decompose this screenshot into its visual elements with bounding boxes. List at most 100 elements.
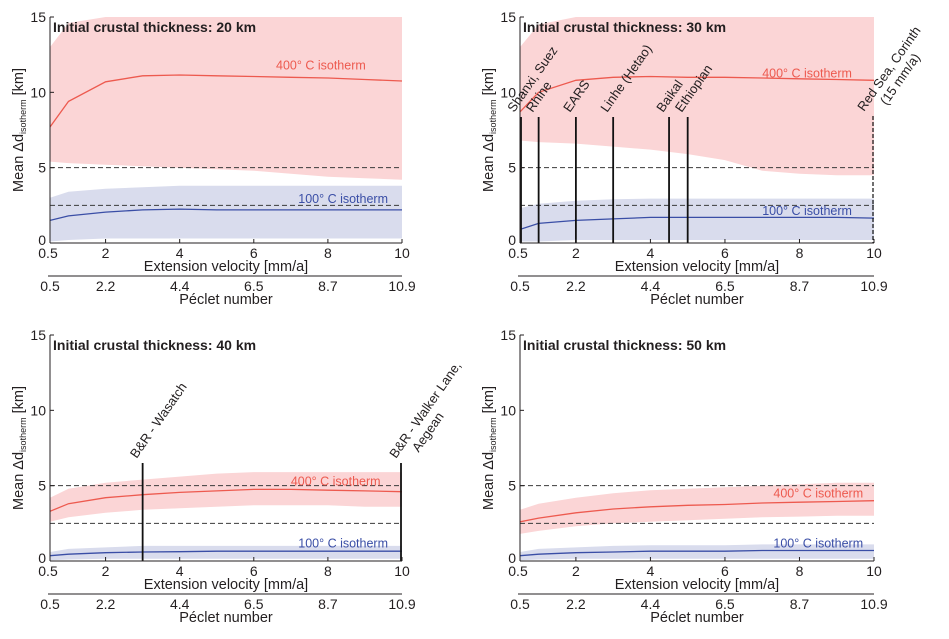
x-axis-label: Extension velocity [mm/a] — [144, 259, 308, 275]
y-axis-label-subscript: isotherm — [488, 99, 498, 134]
peclet-tick-label: 0.5 — [40, 278, 60, 294]
uncertainty-band-400c — [520, 482, 874, 534]
series-label-100c: 100° C isotherm — [762, 204, 852, 218]
peclet-tick-label: 2.2 — [96, 278, 116, 294]
x-tick-label: 6 — [721, 563, 729, 579]
panel-crust-20km: 0 5 10 15 0.5 2 4 6 8 10 Extension velocity [mm/a]… — [11, 9, 416, 308]
panel-crust-40km: 0 5 10 15 0.5 2 4 6 8 10 Extension velocity [mm/a]… — [11, 327, 476, 626]
x-tick-label: 10 — [394, 563, 410, 579]
peclet-tick-label: 0.5 — [510, 596, 530, 612]
peclet-axis-label: Péclet number — [650, 292, 744, 308]
y-tick-label: 15 — [500, 9, 516, 25]
peclet-tick-label: 6.5 — [244, 596, 264, 612]
panel-title: Initial crustal thickness: 40 km — [53, 337, 256, 353]
series-line-100c — [520, 549, 874, 557]
series-line-400c — [50, 74, 402, 128]
panel-title: Initial crustal thickness: 50 km — [523, 337, 726, 353]
annotation-label: B&R - Walker Lane,Aegean — [386, 358, 476, 469]
y-tick-label: 15 — [30, 327, 46, 343]
series-label-400c: 400° C isotherm — [762, 66, 852, 80]
series-label-400c: 400° C isotherm — [291, 475, 381, 489]
y-axis-label-main: Mean Δd — [11, 452, 27, 510]
x-tick-label: 4 — [647, 563, 655, 579]
peclet-tick-label: 10.9 — [388, 596, 415, 612]
x-tick-label: 6 — [250, 563, 258, 579]
x-tick-label: 4 — [647, 245, 655, 261]
y-tick-label: 15 — [500, 327, 516, 343]
x-tick-label: 2 — [102, 563, 110, 579]
y-axis-label-subscript: isotherm — [488, 417, 498, 452]
peclet-tick-label: 4.4 — [641, 596, 661, 612]
peclet-axis-label: Péclet number — [179, 292, 273, 308]
peclet-tick-label: 2.2 — [566, 596, 586, 612]
peclet-tick-label: 4.4 — [170, 596, 190, 612]
uncertainty-band-400c — [520, 17, 874, 176]
x-axis-label: Extension velocity [mm/a] — [615, 259, 779, 275]
x-tick-label: 10 — [394, 245, 410, 261]
x-tick-label: 6 — [721, 245, 729, 261]
y-tick-label: 0 — [38, 232, 46, 248]
x-axis-label: Extension velocity [mm/a] — [144, 577, 308, 593]
series-line-400c — [50, 488, 402, 512]
peclet-tick-label: 4.4 — [170, 278, 190, 294]
x-axis-label: Extension velocity [mm/a] — [615, 577, 779, 593]
panel-title: Initial crustal thickness: 20 km — [53, 19, 256, 35]
x-tick-label: 2 — [572, 563, 580, 579]
y-axis-label-unit: [km] — [11, 386, 27, 417]
annotation-label: B&R - Wasatch — [127, 380, 190, 461]
plot-area — [520, 482, 874, 561]
x-tick-label: 8 — [796, 563, 804, 579]
peclet-tick-label: 0.5 — [510, 278, 530, 294]
x-tick-label: 6 — [250, 245, 258, 261]
y-tick-label: 10 — [500, 402, 516, 418]
peclet-tick-label: 8.7 — [318, 278, 338, 294]
peclet-tick-label: 8.7 — [318, 596, 338, 612]
y-axis-label-unit: [km] — [11, 68, 27, 99]
uncertainty-band-400c — [50, 472, 402, 522]
y-axis-label: Mean Δdisotherm [km] — [481, 386, 498, 510]
x-tick-label: 8 — [324, 245, 332, 261]
y-tick-label: 0 — [38, 550, 46, 566]
annotation-label-line-1: B&R - Wasatch — [127, 380, 190, 461]
peclet-tick-label: 10.9 — [860, 278, 887, 294]
y-tick-label: 5 — [508, 160, 516, 176]
peclet-axis-label: Péclet number — [650, 610, 744, 626]
series-label-100c: 100° C isotherm — [298, 536, 388, 550]
x-tick-label: 0.5 — [508, 563, 528, 579]
y-axis-label-unit: [km] — [481, 68, 497, 99]
y-axis-label: Mean Δdisotherm [km] — [11, 68, 28, 192]
peclet-tick-label: 8.7 — [790, 278, 810, 294]
uncertainty-band-100c — [50, 545, 402, 561]
panel-title: Initial crustal thickness: 30 km — [523, 19, 726, 35]
y-tick-label: 5 — [38, 160, 46, 176]
series-label-100c: 100° C isotherm — [298, 192, 388, 206]
series-line-400c — [520, 500, 874, 523]
y-tick-label: 10 — [30, 402, 46, 418]
y-axis-label: Mean Δdisotherm [km] — [11, 386, 28, 510]
peclet-tick-label: 10.9 — [860, 596, 887, 612]
peclet-tick-label: 10.9 — [388, 278, 415, 294]
y-axis-label-subscript: isotherm — [18, 99, 28, 134]
y-tick-label: 10 — [500, 84, 516, 100]
series-line-400c — [520, 75, 874, 113]
uncertainty-band-100c — [50, 185, 402, 242]
y-axis-label-main: Mean Δd — [11, 134, 27, 192]
series-label-100c: 100° C isotherm — [773, 536, 863, 550]
plot-area — [50, 17, 402, 242]
x-tick-label: 8 — [796, 245, 804, 261]
uncertainty-band-100c — [520, 198, 874, 242]
peclet-tick-label: 6.5 — [244, 278, 264, 294]
x-tick-label: 4 — [176, 245, 184, 261]
peclet-tick-label: 6.5 — [715, 278, 735, 294]
y-tick-label: 5 — [508, 478, 516, 494]
series-line-100c — [50, 208, 402, 222]
peclet-tick-label: 2.2 — [96, 596, 116, 612]
peclet-tick-label: 4.4 — [641, 278, 661, 294]
x-tick-label: 10 — [866, 245, 882, 261]
peclet-tick-label: 8.7 — [790, 596, 810, 612]
series-label-400c: 400° C isotherm — [276, 59, 366, 73]
plot-area — [520, 17, 874, 242]
panel-crust-50km: 0 5 10 15 0.5 2 4 6 8 10 Extension velocity [mm/a]… — [481, 327, 888, 626]
peclet-tick-label: 2.2 — [566, 278, 586, 294]
y-tick-label: 0 — [508, 550, 516, 566]
